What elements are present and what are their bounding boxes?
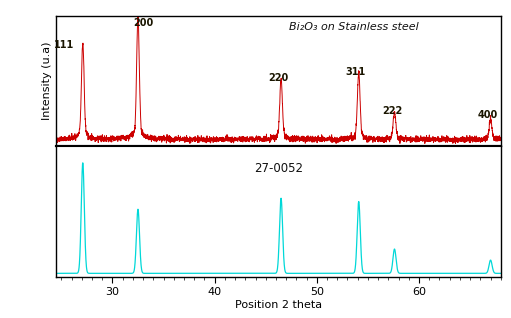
- Text: 400: 400: [477, 110, 498, 120]
- Text: 27-0052: 27-0052: [254, 162, 303, 175]
- Text: 111: 111: [54, 40, 75, 50]
- Text: 220: 220: [268, 73, 288, 83]
- Text: 222: 222: [382, 106, 403, 116]
- Text: Bi₂O₃ on Stainless steel: Bi₂O₃ on Stainless steel: [289, 23, 419, 32]
- Text: 311: 311: [345, 67, 366, 77]
- Text: 200: 200: [133, 18, 153, 28]
- Y-axis label: Intensity (u.a): Intensity (u.a): [42, 42, 52, 120]
- X-axis label: Position 2 theta: Position 2 theta: [235, 300, 322, 310]
